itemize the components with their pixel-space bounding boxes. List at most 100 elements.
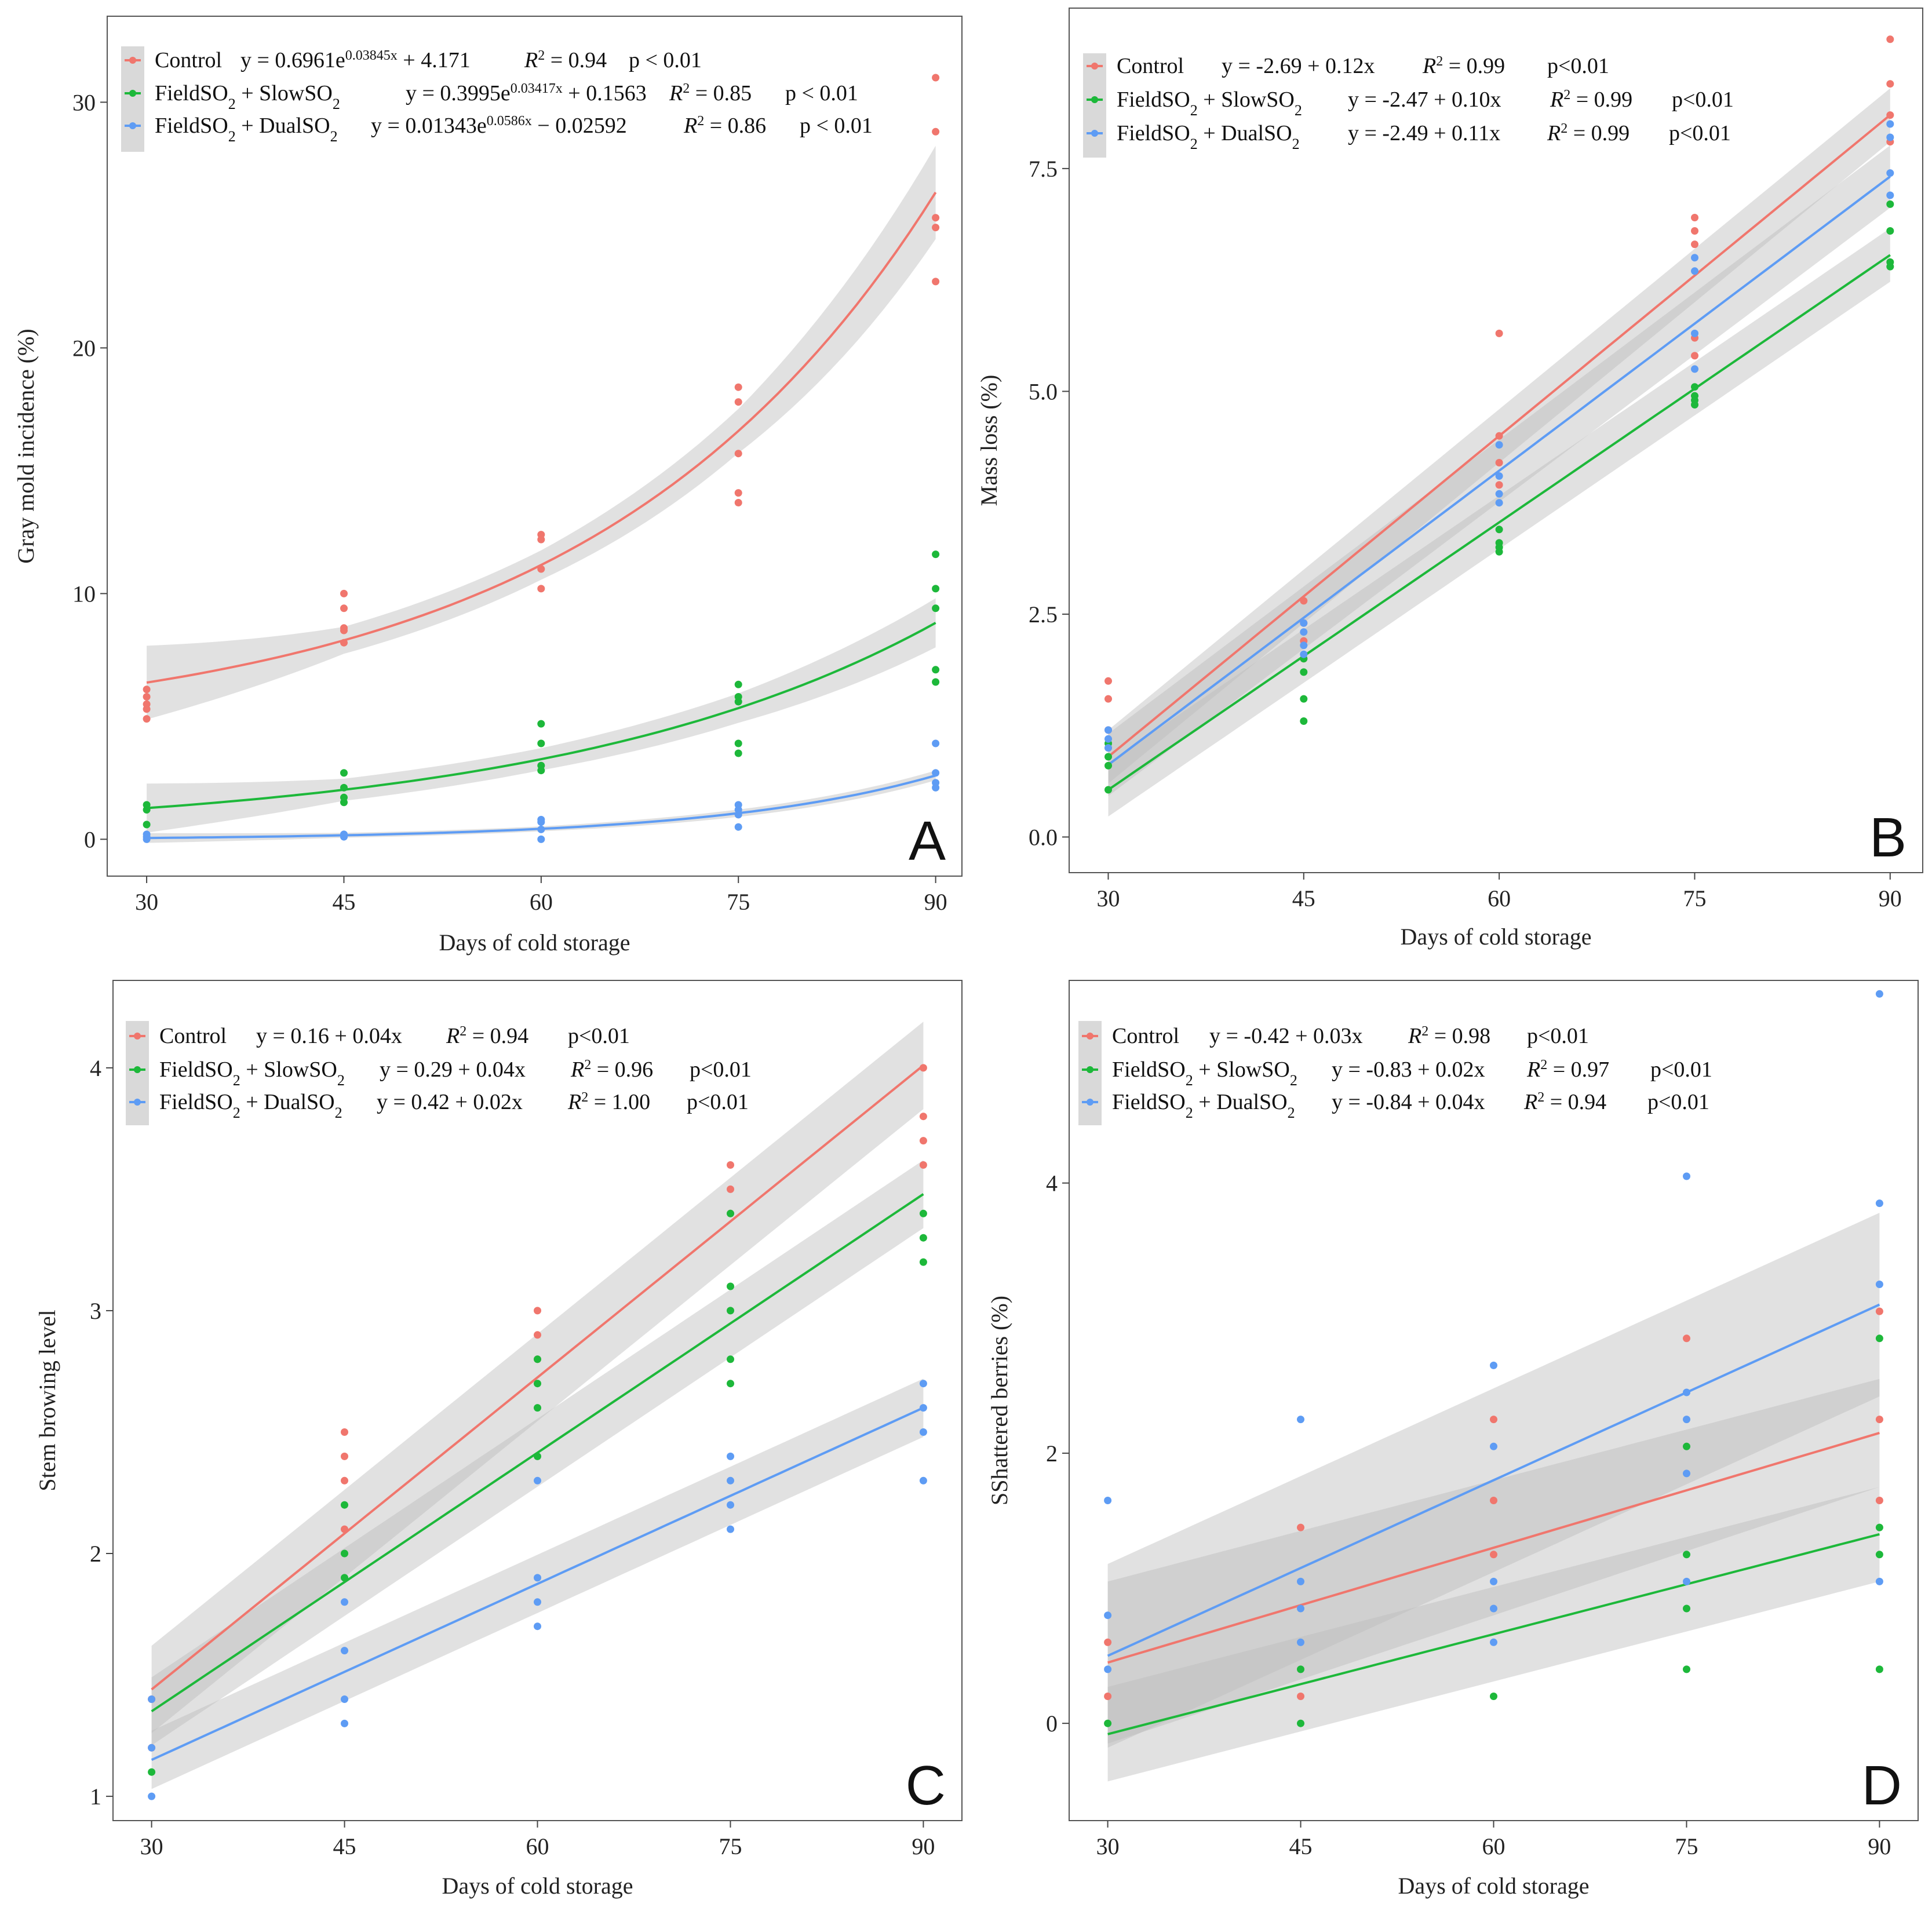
legend-entry-control: Control y = -0.42 + 0.03x R2 = 0.98 p<0.01 xyxy=(1082,1024,1589,1048)
data-point-fieldso2-dualso2 xyxy=(1691,267,1698,275)
data-point-control xyxy=(1875,1416,1883,1424)
data-point-fieldso2-slowso2 xyxy=(143,820,151,829)
x-tick-label: 60 xyxy=(1488,885,1511,911)
legend-swatch-point xyxy=(129,122,136,129)
data-point-fieldso2-slowso2 xyxy=(919,1234,927,1242)
data-point-control xyxy=(919,1137,927,1145)
panel-letter: D xyxy=(1862,1755,1902,1817)
legend-p-value: p < 0.01 xyxy=(785,81,858,105)
data-point-control xyxy=(340,624,348,632)
x-axis-title: Days of cold storage xyxy=(1401,924,1592,950)
data-point-fieldso2-dualso2 xyxy=(727,1452,734,1460)
data-point-fieldso2-dualso2 xyxy=(537,825,545,833)
legend-equation: y = -2.47 + 0.10x xyxy=(1348,87,1501,112)
panel-letter: B xyxy=(1869,807,1907,869)
y-tick-label: 1 xyxy=(90,1784,101,1810)
data-point-fieldso2-slowso2 xyxy=(1683,1604,1690,1613)
legend-p-value: p<0.01 xyxy=(1547,54,1609,78)
legend-series-label: FieldSO2 + DualSO2 xyxy=(159,1090,342,1121)
data-point-fieldso2-dualso2 xyxy=(1297,1577,1304,1585)
data-point-fieldso2-dualso2 xyxy=(534,1622,541,1631)
y-tick-label: 5.0 xyxy=(1029,378,1058,404)
legend-p-value: p<0.01 xyxy=(1672,87,1734,112)
data-point-fieldso2-slowso2 xyxy=(734,749,742,757)
data-point-fieldso2-dualso2 xyxy=(148,1744,156,1752)
x-tick-label: 45 xyxy=(1292,885,1315,911)
legend-r-squared: R2 = 0.94 xyxy=(1523,1090,1606,1114)
data-point-fieldso2-dualso2 xyxy=(341,1598,348,1606)
data-point-control xyxy=(734,398,742,406)
y-tick-label: 4 xyxy=(1046,1170,1058,1197)
legend-p-value: p<0.01 xyxy=(1527,1024,1589,1048)
x-tick-label: 45 xyxy=(333,1833,356,1859)
ci-band-fieldso2-slowso2 xyxy=(147,598,936,833)
data-point-fieldso2-slowso2 xyxy=(1683,1442,1690,1450)
legend-key-background xyxy=(1083,53,1106,158)
legend-equation: y = 0.3995e0.03417x + 0.1563 xyxy=(406,81,647,105)
legend-equation: y = -0.84 + 0.04x xyxy=(1332,1090,1485,1114)
data-point-fieldso2-dualso2 xyxy=(341,1647,348,1655)
legend-swatch-point xyxy=(134,1099,141,1106)
x-tick-label: 30 xyxy=(1096,1833,1120,1859)
legend-entry-control: Control y = -2.69 + 0.12x R2 = 0.99 p<0.01 xyxy=(1087,54,1609,78)
x-tick-label: 90 xyxy=(912,1833,935,1859)
fit-line-fieldso2-dualso2 xyxy=(151,1406,924,1762)
data-point-fieldso2-slowso2 xyxy=(534,1355,541,1363)
data-point-control xyxy=(341,1428,348,1436)
data-point-control xyxy=(1495,432,1503,440)
legend-r-squared: R2 = 0.98 xyxy=(1408,1024,1490,1048)
legend-equation: y = 0.29 + 0.04x xyxy=(380,1057,526,1082)
data-point-fieldso2-dualso2 xyxy=(1495,472,1503,480)
data-point-control xyxy=(1104,1693,1112,1700)
data-point-control xyxy=(1495,459,1503,466)
data-point-fieldso2-dualso2 xyxy=(1104,1665,1112,1673)
data-point-control xyxy=(1691,214,1698,221)
data-point-fieldso2-dualso2 xyxy=(1300,650,1308,658)
data-point-fieldso2-slowso2 xyxy=(1104,761,1112,769)
data-point-fieldso2-dualso2 xyxy=(727,1525,734,1533)
data-point-fieldso2-dualso2 xyxy=(340,830,348,838)
data-point-fieldso2-dualso2 xyxy=(1683,1388,1690,1396)
legend-r-squared: R2 = 0.96 xyxy=(570,1057,653,1082)
data-point-control xyxy=(919,1113,927,1121)
data-point-control xyxy=(534,1307,541,1315)
data-point-fieldso2-dualso2 xyxy=(1886,133,1894,141)
data-point-control xyxy=(534,1331,541,1339)
legend-series-label: Control xyxy=(1117,54,1184,78)
data-point-control xyxy=(734,383,742,391)
x-tick-label: 45 xyxy=(1289,1833,1313,1859)
legend-entry-control: Control y = 0.16 + 0.04x R2 = 0.94 p<0.01 xyxy=(129,1024,630,1048)
data-point-control xyxy=(727,1185,734,1193)
data-point-fieldso2-dualso2 xyxy=(148,1792,156,1800)
plot-frame xyxy=(1069,8,1923,873)
y-tick-label: 2 xyxy=(1046,1440,1058,1467)
data-point-fieldso2-dualso2 xyxy=(932,739,940,747)
data-point-fieldso2-slowso2 xyxy=(340,769,348,777)
data-point-fieldso2-slowso2 xyxy=(919,1258,927,1266)
data-point-fieldso2-dualso2 xyxy=(143,830,151,838)
data-point-fieldso2-slowso2 xyxy=(1297,1719,1304,1727)
data-point-fieldso2-dualso2 xyxy=(1300,628,1308,636)
fit-line-fieldso2-slowso2 xyxy=(146,622,936,809)
data-point-fieldso2-slowso2 xyxy=(1300,695,1308,703)
legend-series-label: FieldSO2 + SlowSO2 xyxy=(155,81,340,112)
data-point-fieldso2-slowso2 xyxy=(727,1282,734,1290)
legend-r-squared: R2 = 0.85 xyxy=(669,81,752,105)
legend-r-squared: R2 = 0.86 xyxy=(683,114,766,138)
legend-p-value: p<0.01 xyxy=(687,1090,749,1114)
data-point-fieldso2-dualso2 xyxy=(919,1404,927,1412)
data-point-fieldso2-slowso2 xyxy=(1691,396,1698,404)
data-point-fieldso2-dualso2 xyxy=(919,1380,927,1388)
panel-d: 30 45 60 75 90 0 2 4 Days of cold storage SShatte… xyxy=(986,980,1919,1899)
data-point-fieldso2-dualso2 xyxy=(1297,1638,1304,1646)
data-point-fieldso2-dualso2 xyxy=(919,1476,927,1485)
legend-swatch-point xyxy=(134,1066,141,1073)
legend-swatch-point xyxy=(1091,130,1098,137)
x-axis-title: Days of cold storage xyxy=(439,929,630,956)
data-point-fieldso2-dualso2 xyxy=(341,1695,348,1703)
legend-entry-control: Control y = 0.6961e0.03845x + 4.171 R2 = 0… xyxy=(125,48,702,72)
data-point-fieldso2-dualso2 xyxy=(1490,1638,1497,1646)
data-point-fieldso2-dualso2 xyxy=(1691,254,1698,262)
legend-p-value: p<0.01 xyxy=(1650,1057,1712,1082)
